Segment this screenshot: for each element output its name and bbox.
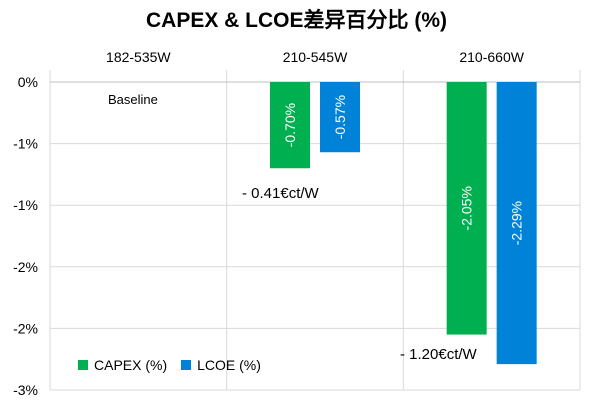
- bar-capex: [270, 82, 310, 169]
- x-tick-label: 182-535W: [106, 49, 171, 65]
- bar-lcoe: [320, 82, 360, 153]
- annotation-cost-210-545: - 0.41€ct/W: [242, 185, 320, 202]
- annotation-baseline: Baseline: [108, 92, 158, 107]
- bar-capex: [446, 82, 487, 335]
- legend-item-lcoe: LCOE (%): [181, 357, 261, 373]
- chart-title: CAPEX & LCOE差异百分比 (%): [145, 9, 447, 32]
- bar-data-label: -2.05%: [459, 186, 475, 230]
- bar-data-label: -2.29%: [509, 201, 525, 245]
- bar-data-label: -0.57%: [332, 95, 348, 139]
- annotation-cost-210-660: - 1.20€ct/W: [400, 346, 478, 363]
- chart-legend: CAPEX (%) LCOE (%): [78, 357, 275, 373]
- x-tick-label: 210-660W: [459, 49, 524, 65]
- bar-data-label: -0.70%: [282, 103, 298, 147]
- y-tick-label: -1%: [13, 136, 38, 152]
- bar-lcoe: [496, 82, 537, 365]
- legend-swatch-capex: [78, 360, 88, 370]
- legend-swatch-lcoe: [181, 360, 192, 370]
- legend-label-lcoe: LCOE (%): [197, 357, 261, 373]
- y-tick-label: -3%: [13, 382, 38, 398]
- x-tick-label: 210-545W: [283, 49, 348, 65]
- legend-label-capex: CAPEX (%): [94, 357, 168, 373]
- y-tick-label: -2%: [13, 320, 38, 336]
- legend-item-capex: CAPEX (%): [78, 357, 167, 373]
- y-tick-label: -2%: [13, 259, 38, 275]
- y-tick-label: 0%: [18, 74, 38, 90]
- y-tick-label: -1%: [13, 197, 38, 213]
